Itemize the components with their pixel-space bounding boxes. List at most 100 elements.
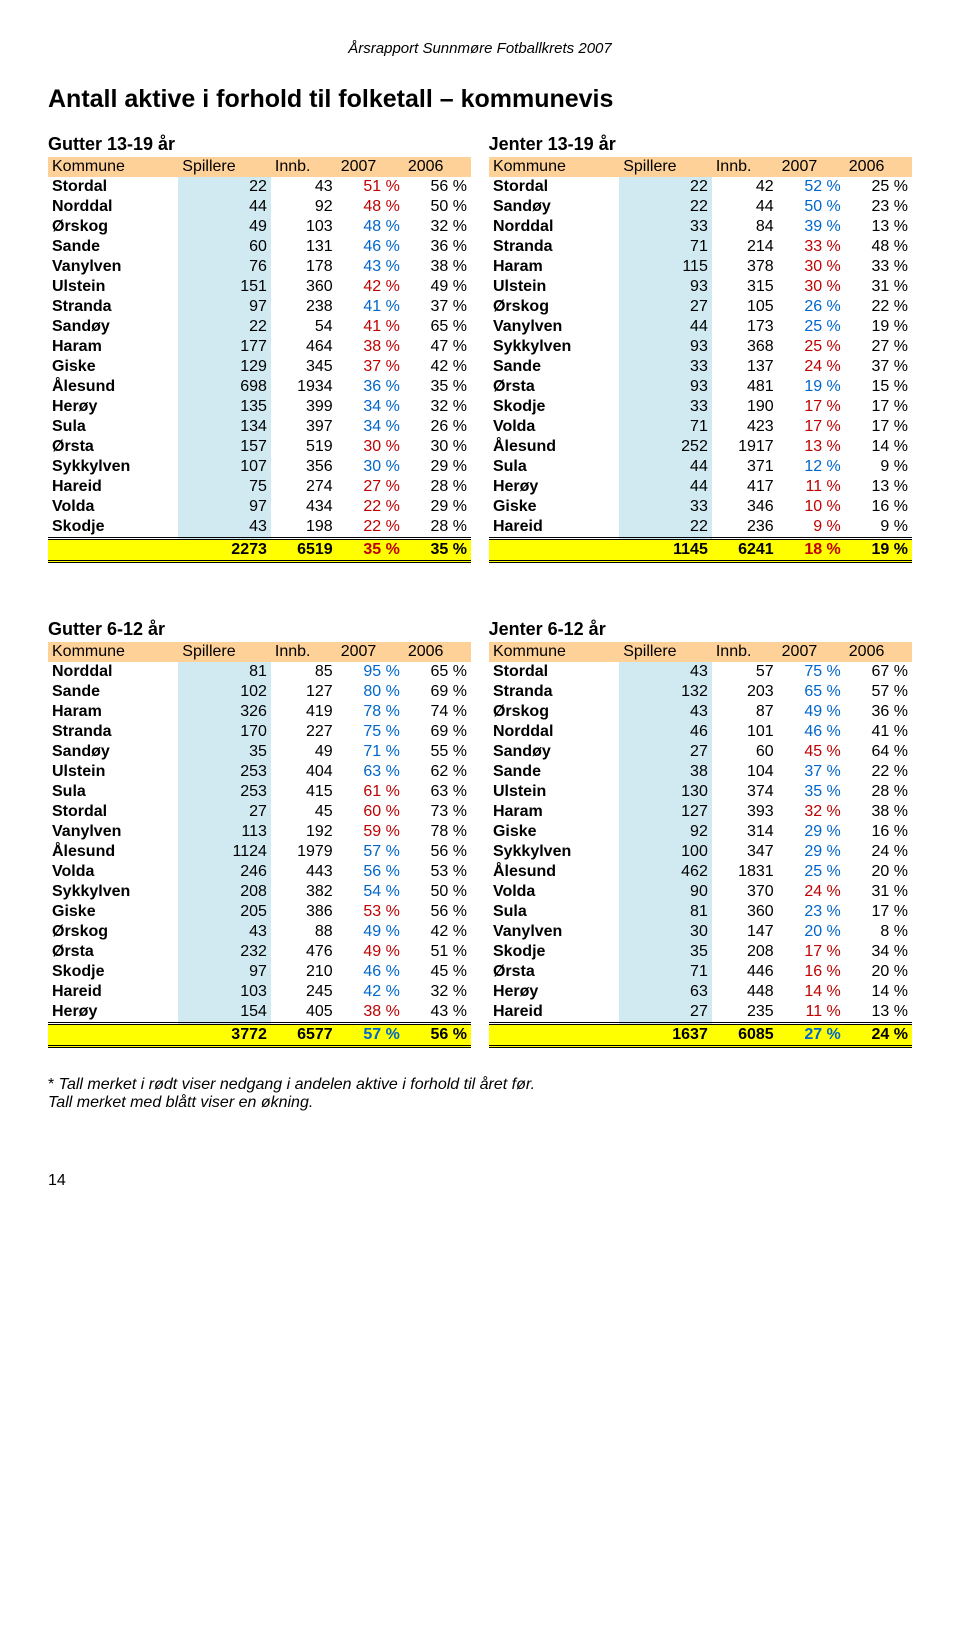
table-row: Ulstein25340463 %62 %Sande3810437 %22 % (48, 762, 912, 782)
cell: 48 % (337, 217, 404, 237)
cell: 62 % (404, 762, 471, 782)
total-cell (489, 539, 619, 562)
cell: 50 % (404, 197, 471, 217)
total-cell: 57 % (337, 1024, 404, 1047)
cell: 43 % (337, 257, 404, 277)
cell: 30 % (778, 257, 845, 277)
cell: 92 (619, 822, 712, 842)
cell: 50 % (778, 197, 845, 217)
cell: 44 (619, 317, 712, 337)
cell: 30 % (337, 437, 404, 457)
cell: Stordal (48, 177, 178, 197)
cell: 253 (178, 782, 271, 802)
cell: 19 % (778, 377, 845, 397)
cell: 393 (712, 802, 778, 822)
cell: 1979 (271, 842, 337, 862)
cell: 22 (619, 177, 712, 197)
cell: Sula (48, 782, 178, 802)
cell: Sandøy (48, 742, 178, 762)
cell: Giske (48, 357, 178, 377)
cell: Norddal (48, 662, 178, 682)
cell: 22 % (845, 297, 912, 317)
cell: Ulstein (48, 277, 178, 297)
cell: 63 % (337, 762, 404, 782)
cell: 17 % (778, 417, 845, 437)
cell: 90 (619, 882, 712, 902)
cell: 423 (712, 417, 778, 437)
cell: Volda (48, 497, 178, 517)
cell: 43 % (404, 1002, 471, 1024)
cell: 49 % (404, 277, 471, 297)
cell: 34 % (337, 397, 404, 417)
cell: 22 (178, 177, 271, 197)
cell: 29 % (778, 822, 845, 842)
cell: 39 % (778, 217, 845, 237)
cell: Sandøy (489, 197, 619, 217)
col-header: Kommune (48, 642, 178, 662)
cell: Ørsta (489, 962, 619, 982)
cell: 41 % (337, 317, 404, 337)
cell: 397 (271, 417, 337, 437)
cell: Ørskog (48, 217, 178, 237)
cell: 45 (271, 802, 337, 822)
cell: Stranda (48, 297, 178, 317)
cell: 17 % (845, 902, 912, 922)
total-cell: 19 % (845, 539, 912, 562)
cell: 107 (178, 457, 271, 477)
total-cell: 27 % (778, 1024, 845, 1047)
cell: 42 (712, 177, 778, 197)
cell: 33 % (845, 257, 912, 277)
total-cell: 2273 (178, 539, 271, 562)
cell: 29 % (404, 457, 471, 477)
table-row: Sandøy354971 %55 %Sandøy276045 %64 % (48, 742, 912, 762)
cell: 13 % (845, 1002, 912, 1024)
cell: 34 % (337, 417, 404, 437)
cell: 232 (178, 942, 271, 962)
cell: 104 (712, 762, 778, 782)
cell: Hareid (48, 982, 178, 1002)
cell: 35 % (778, 782, 845, 802)
cell: 103 (178, 982, 271, 1002)
cell: 37 % (845, 357, 912, 377)
cell: 32 % (404, 397, 471, 417)
cell: 17 % (778, 397, 845, 417)
cell: 9 % (845, 457, 912, 477)
table-row: Sande10212780 %69 %Stranda13220365 %57 % (48, 682, 912, 702)
cell: Skodje (48, 962, 178, 982)
cell: 43 (619, 702, 712, 722)
cell: 60 % (337, 802, 404, 822)
cell: 45 % (404, 962, 471, 982)
cell: 253 (178, 762, 271, 782)
col-header: Spillere (619, 157, 712, 177)
cell: 44 (619, 457, 712, 477)
cell: 69 % (404, 722, 471, 742)
cell: 22 % (337, 497, 404, 517)
cell: 54 % (337, 882, 404, 902)
table-row: Vanylven7617843 %38 %Haram11537830 %33 % (48, 257, 912, 277)
table-row: Stordal274560 %73 %Haram12739332 %38 % (48, 802, 912, 822)
cell: Ørskog (48, 922, 178, 942)
cell: 76 (178, 257, 271, 277)
cell: 208 (178, 882, 271, 902)
cell: 170 (178, 722, 271, 742)
cell: 57 % (845, 682, 912, 702)
cell: 17 % (845, 417, 912, 437)
cell: 55 % (404, 742, 471, 762)
cell: 13 % (778, 437, 845, 457)
cell: 46 % (337, 962, 404, 982)
table-row: Sande6013146 %36 %Stranda7121433 %48 % (48, 237, 912, 257)
table-row: Skodje9721046 %45 %Ørsta7144616 %20 % (48, 962, 912, 982)
cell: Sykkylven (48, 457, 178, 477)
cell: 81 (619, 902, 712, 922)
cell: Vanylven (48, 257, 178, 277)
cell: 34 % (845, 942, 912, 962)
cell: 45 % (778, 742, 845, 762)
total-cell: 18 % (778, 539, 845, 562)
cell: Stordal (48, 802, 178, 822)
cell: Ulstein (489, 277, 619, 297)
col-header: 2006 (845, 157, 912, 177)
cell: Sykkylven (48, 882, 178, 902)
cell: 36 % (337, 377, 404, 397)
cell: 154 (178, 1002, 271, 1024)
cell: 386 (271, 902, 337, 922)
